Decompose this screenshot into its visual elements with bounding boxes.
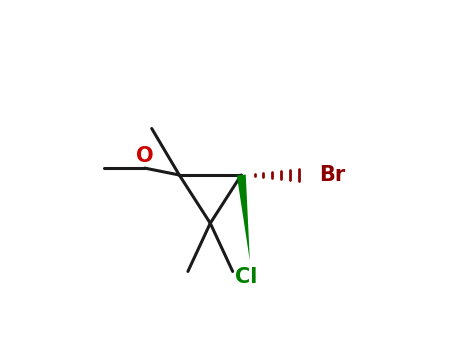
Text: Br: Br [319, 165, 345, 185]
Polygon shape [237, 175, 250, 261]
Text: O: O [136, 146, 154, 166]
Text: Cl: Cl [235, 267, 258, 287]
